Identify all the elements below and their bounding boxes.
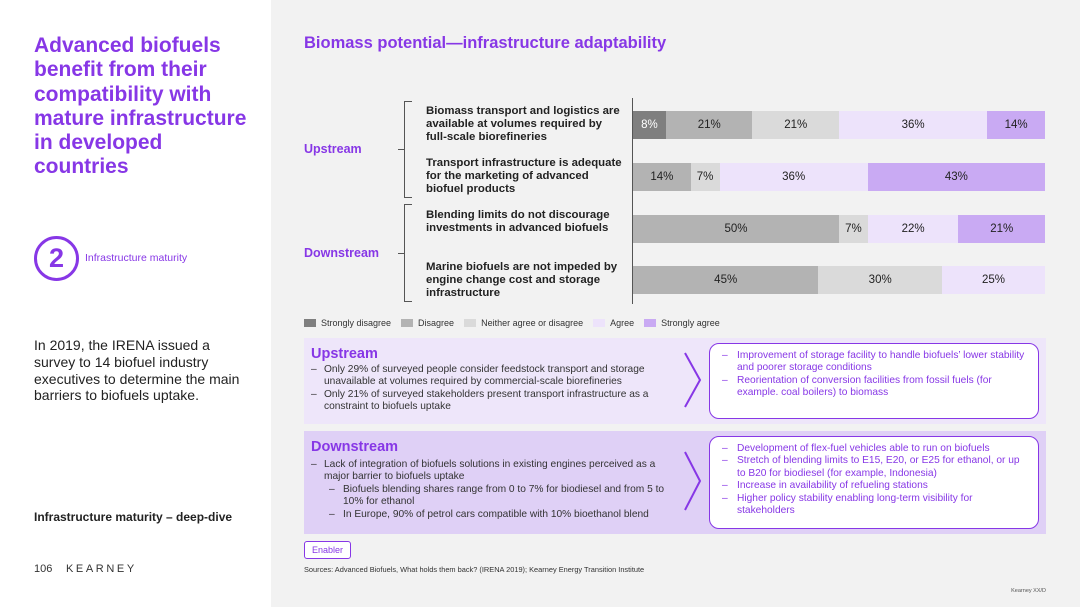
downstream-finding: Lack of integration of biofuels solution… <box>311 459 681 484</box>
upstream-panel: Upstream Only 29% of surveyed people con… <box>304 338 1046 424</box>
legend-item-agree: Agree <box>593 318 634 328</box>
bar-segment-disagree: 45% <box>633 266 819 294</box>
enabler-tag: Enabler <box>304 541 351 559</box>
bar-row-3: 50% 7% 22% 21% <box>633 215 1045 243</box>
bar-segment-disagree: 21% <box>665 111 753 139</box>
upstream-enabler-box: Improvement of storage facility to handl… <box>709 343 1039 419</box>
downstream-enablers-list: Development of flex-fuel vehicles able t… <box>710 437 1038 523</box>
legend-item-strongly-agree: Strongly agree <box>644 318 720 328</box>
question-4: Marine biofuels are not impeded by engin… <box>426 261 618 299</box>
upstream-bracket <box>404 101 412 198</box>
bar-segment-neutral: 7% <box>839 215 868 243</box>
bar-row-1: 8% 21% 21% 36% 14% <box>633 111 1045 139</box>
bar-segment-neutral: 30% <box>818 266 942 294</box>
bar-value-label: 25% <box>981 274 1006 286</box>
bar-segment-disagree: 14% <box>633 163 691 191</box>
bar-value-label: 7% <box>845 223 862 235</box>
downstream-bracket <box>404 204 412 302</box>
bar-segment-strongly-agree: 21% <box>958 215 1045 243</box>
upstream-bracket-tick <box>398 149 404 151</box>
kearney-logo: KEARNEY <box>66 563 137 575</box>
bar-segment-neutral: 21% <box>752 111 839 139</box>
legend-swatch-strongly-disagree <box>304 319 316 327</box>
upstream-enabler: Reorientation of conversion facilities f… <box>720 375 1030 400</box>
bar-value-label: 30% <box>868 274 892 286</box>
legend-label-agree: Agree <box>610 318 635 328</box>
bar-value-label: 36% <box>901 119 925 131</box>
bar-segment-neutral: 7% <box>690 163 720 191</box>
headline: Advanced biofuels benefit from their com… <box>34 34 247 179</box>
chevron-right-icon <box>684 352 702 408</box>
bar-value-label: 14% <box>1004 119 1028 131</box>
bar-value-label: 50% <box>724 223 748 235</box>
bar-value-label: 43% <box>944 171 968 183</box>
downstream-panel: Downstream Lack of integration of biofue… <box>304 431 1046 534</box>
upstream-finding: Only 21% of surveyed stakeholders presen… <box>311 389 681 414</box>
group-label-upstream: Upstream <box>304 142 362 156</box>
sources-note: Sources: Advanced Biofuels, What holds t… <box>304 565 645 574</box>
bar-segment-agree: 25% <box>942 266 1045 294</box>
legend-label-strongly-disagree: Strongly disagree <box>321 318 392 328</box>
bar-value-label: 14% <box>650 171 674 183</box>
downstream-enabler: Increase in availability of refueling st… <box>720 480 1030 493</box>
legend-swatch-agree <box>593 319 606 327</box>
bar-segment-strongly-agree: 43% <box>867 163 1045 191</box>
downstream-enabler: Higher policy stability enabling long-te… <box>720 493 1030 518</box>
upstream-findings-list: Only 29% of surveyed people consider fee… <box>311 364 681 414</box>
page-number: 106 <box>34 563 53 575</box>
downstream-findings-list: Lack of integration of biofuels solution… <box>311 459 681 521</box>
intro-text: In 2019, the IRENA issued a survey to 14… <box>34 337 240 404</box>
downstream-enabler: Stretch of blending limits to E15, E20, … <box>720 455 1030 480</box>
upstream-finding: Only 29% of surveyed people consider fee… <box>311 364 681 389</box>
downstream-sub-finding: In Europe, 90% of petrol cars compatible… <box>311 509 681 522</box>
step-number-badge: 2 <box>34 236 79 281</box>
bar-row-4: 45% 30% 25% <box>633 266 1045 294</box>
chart-axis-line <box>632 98 634 304</box>
left-column: Advanced biofuels benefit from their com… <box>0 0 271 607</box>
downstream-enabler-box: Development of flex-fuel vehicles able t… <box>709 436 1039 529</box>
bar-segment-agree: 36% <box>839 111 988 139</box>
bar-value-label: 22% <box>901 223 925 235</box>
bar-value-label: 36% <box>782 171 806 183</box>
bar-segment-disagree: 50% <box>633 215 839 243</box>
group-label-downstream: Downstream <box>304 246 380 260</box>
legend-label-neutral: Neither agree or disagree <box>481 318 584 328</box>
bar-segment-agree: 36% <box>719 163 868 191</box>
legend-label-strongly-agree: Strongly agree <box>661 318 720 328</box>
step-label: Infrastructure maturity <box>85 252 188 264</box>
bar-segment-strongly-disagree: 8% <box>633 111 666 139</box>
downstream-panel-title: Downstream <box>311 439 399 455</box>
chart-title: Biomass potential—infrastructure adaptab… <box>304 34 667 52</box>
legend-swatch-disagree <box>401 319 414 327</box>
question-3: Blending limits do not discourage invest… <box>426 209 610 234</box>
chevron-right-icon <box>684 451 702 511</box>
bar-value-label: 21% <box>784 119 808 131</box>
upstream-enabler: Improvement of storage facility to handl… <box>720 350 1030 375</box>
downstream-bracket-tick <box>398 253 404 255</box>
downstream-enabler: Development of flex-fuel vehicles able t… <box>720 443 1030 456</box>
bar-value-label: 8% <box>641 119 658 131</box>
bar-value-label: 45% <box>714 274 738 286</box>
legend-item-strongly-disagree: Strongly disagree <box>304 318 391 328</box>
section-title: Infrastructure maturity – deep-dive <box>34 510 233 524</box>
legend-item-disagree: Disagree <box>401 318 454 328</box>
bar-value-label: 21% <box>697 119 721 131</box>
chart-legend: Strongly disagree Disagree Neither agree… <box>304 317 730 329</box>
question-1: Biomass transport and logistics are avai… <box>426 105 620 143</box>
question-2: Transport infrastructure is adequate for… <box>426 157 622 195</box>
bar-row-2: 14% 7% 36% 43% <box>633 163 1045 191</box>
bar-value-label: 21% <box>990 223 1014 235</box>
bar-value-label: 7% <box>696 171 714 183</box>
legend-label-disagree: Disagree <box>418 318 455 328</box>
upstream-enablers-list: Improvement of storage facility to handl… <box>710 344 1038 406</box>
legend-item-neutral: Neither agree or disagree <box>464 318 583 328</box>
bar-segment-agree: 22% <box>867 215 959 243</box>
upstream-panel-title: Upstream <box>311 346 378 362</box>
footer-code: Kearney XX/D <box>1011 588 1046 594</box>
bar-segment-strongly-agree: 14% <box>987 111 1045 139</box>
downstream-sub-finding: Biofuels blending shares range from 0 to… <box>311 484 681 509</box>
legend-swatch-strongly-agree <box>644 319 657 327</box>
legend-swatch-neutral <box>464 319 477 327</box>
